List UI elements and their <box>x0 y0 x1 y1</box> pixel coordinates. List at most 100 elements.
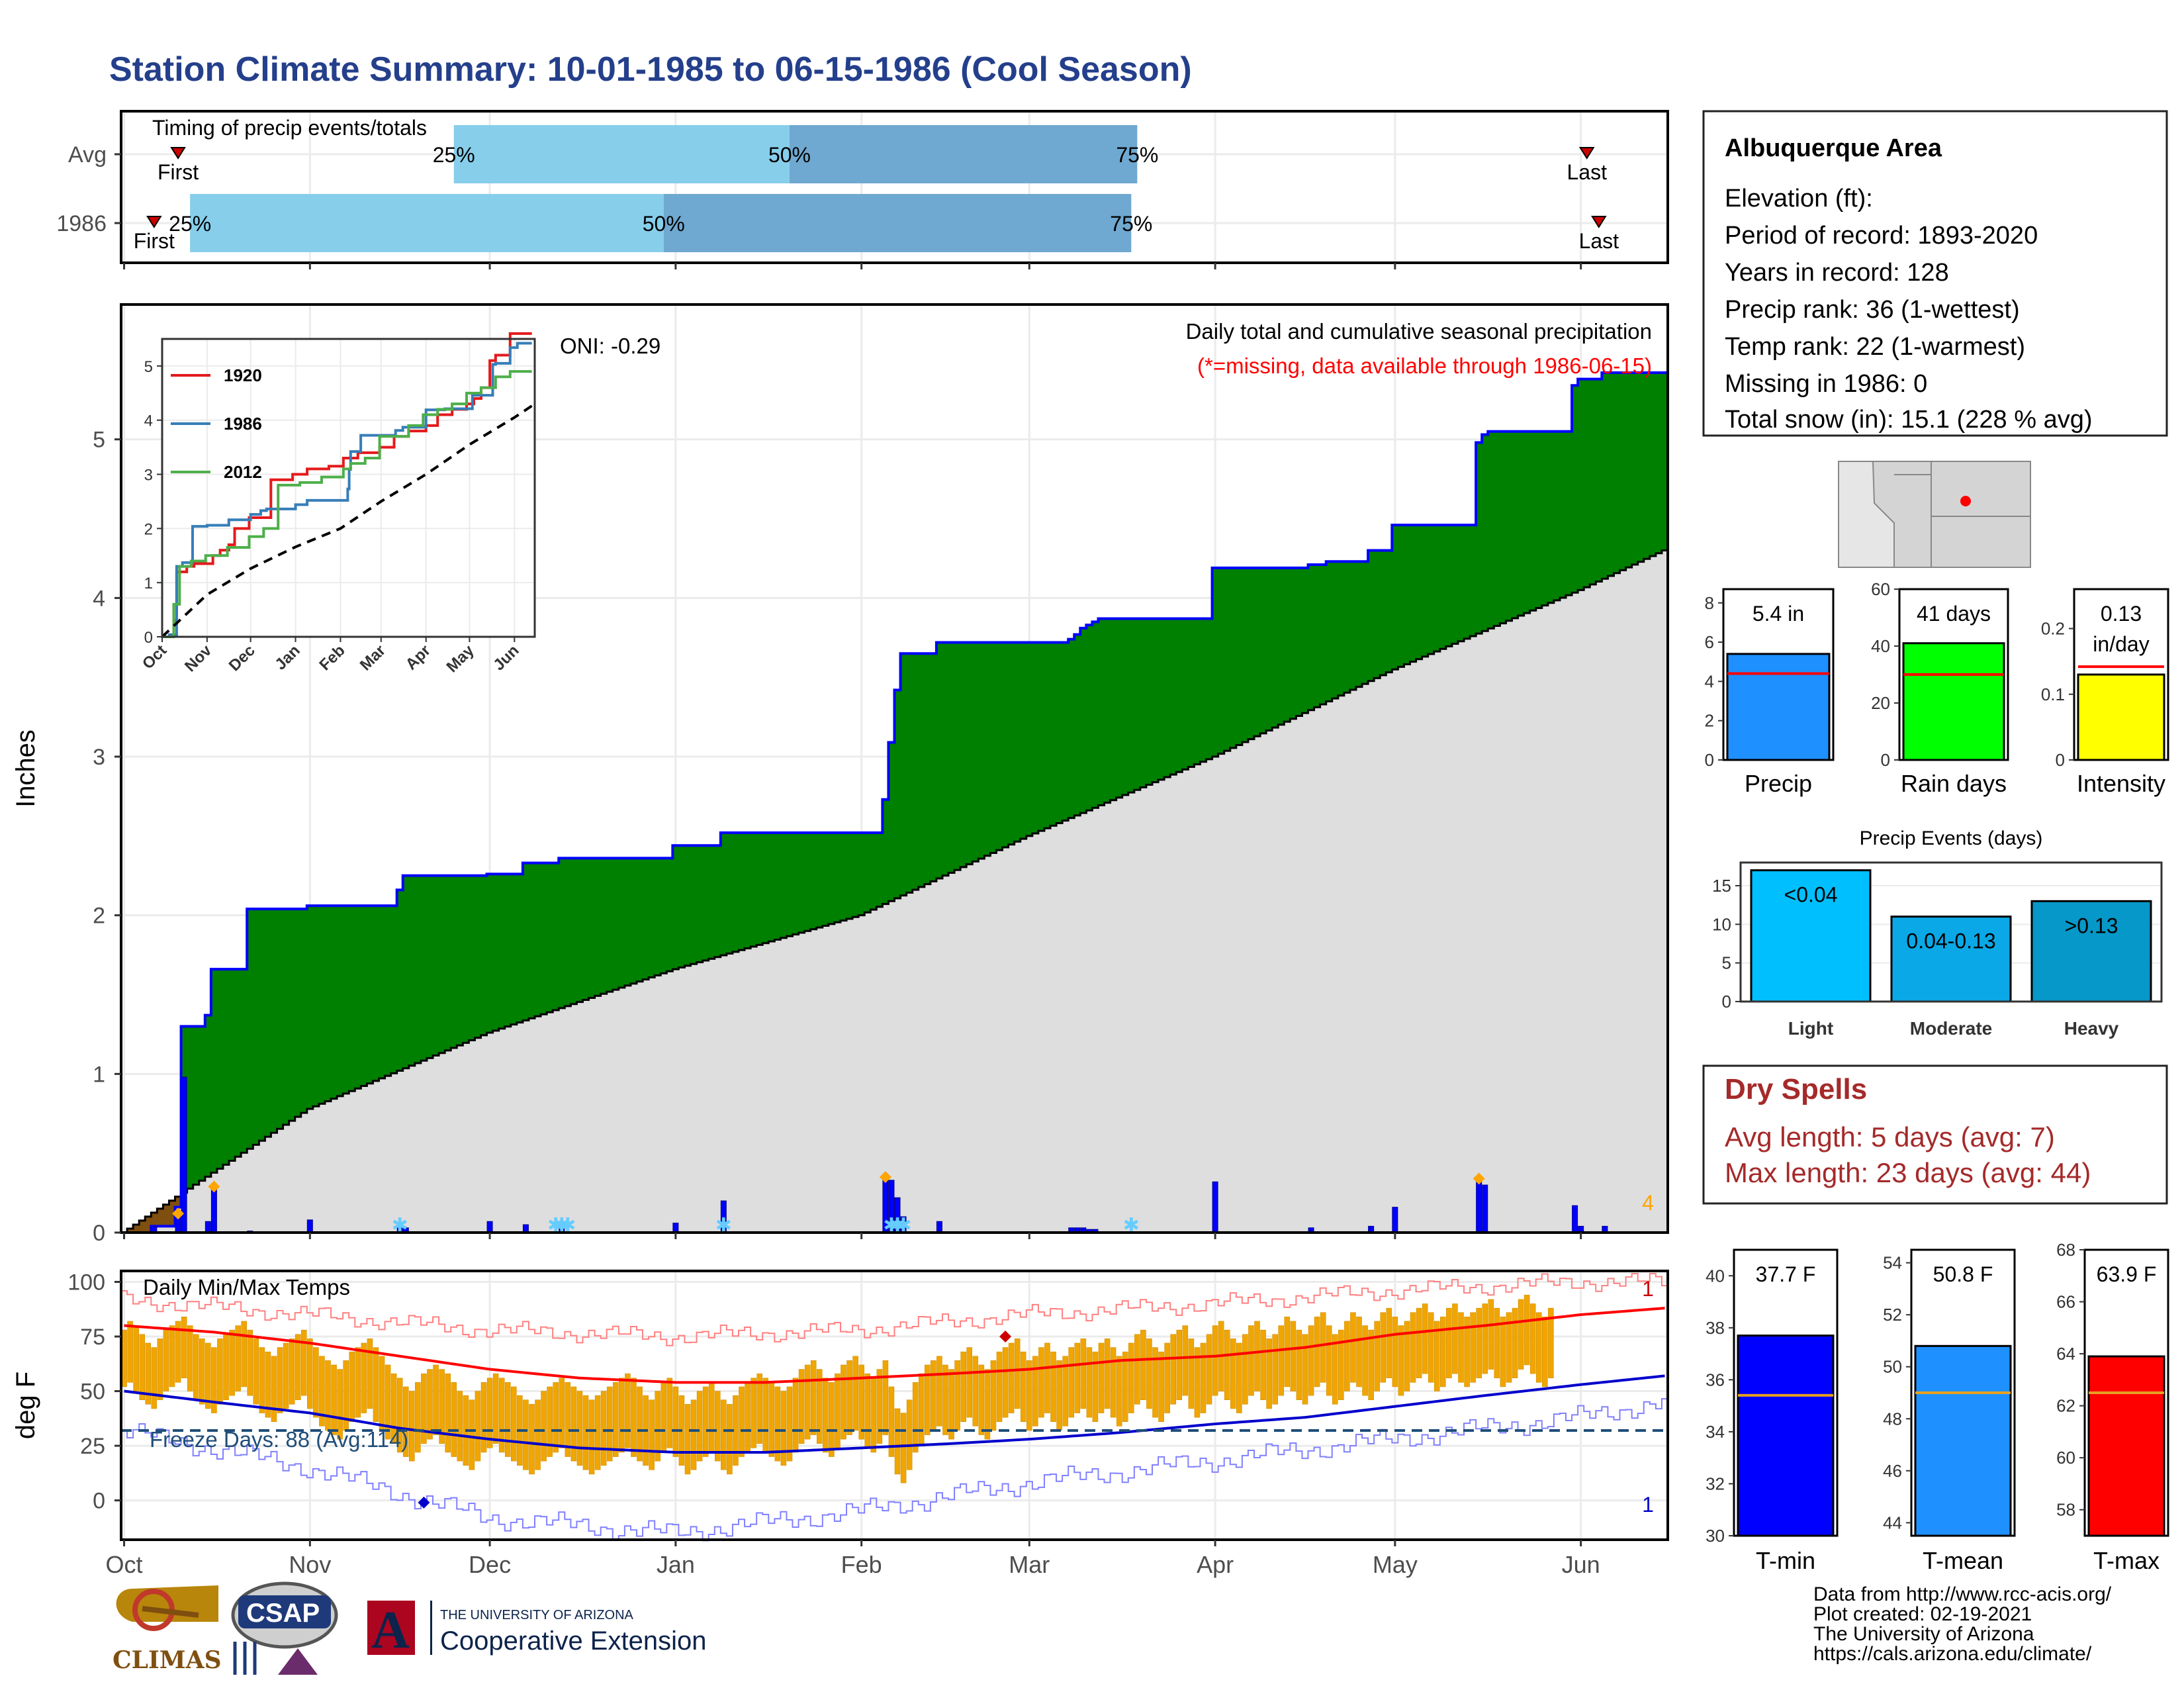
surplus-area <box>331 906 338 1099</box>
surplus-area <box>894 690 901 899</box>
daily-temp-bar <box>631 1378 637 1457</box>
daily-temp-bar <box>1212 1325 1218 1396</box>
daily-temp-bar <box>1368 1329 1374 1400</box>
surplus-area <box>426 875 433 1058</box>
daily-temp-bar <box>727 1404 733 1475</box>
surplus-area <box>1494 431 1500 626</box>
surplus-area <box>1439 525 1447 649</box>
daily-temp-bar <box>1464 1317 1470 1387</box>
surplus-area <box>1176 618 1183 773</box>
avg-cumulative-line <box>121 549 1668 1234</box>
surplus-area <box>1553 431 1561 600</box>
surplus-area <box>1302 567 1309 714</box>
main-plot-border <box>120 303 1669 1234</box>
surplus-area <box>1194 618 1201 765</box>
daily-temp-bar <box>133 1325 139 1391</box>
surplus-area <box>745 833 751 949</box>
surplus-area <box>1092 622 1099 808</box>
surplus-area <box>1134 618 1141 790</box>
surplus-area <box>199 1026 206 1181</box>
daily-temp-bar <box>565 1382 571 1457</box>
daily-temp-bar <box>1428 1312 1434 1383</box>
month-label: Jun <box>1562 1551 1600 1578</box>
daily-precip-bar <box>210 1186 217 1233</box>
daily-precip-bar <box>1392 1207 1398 1233</box>
daily-temp-bar <box>559 1378 565 1448</box>
surplus-area <box>1242 567 1249 743</box>
last-event-label: Last <box>1579 229 1619 253</box>
surplus-area <box>1398 525 1405 667</box>
surplus-area <box>1080 628 1087 814</box>
oni-label: ONI: -0.29 <box>560 334 660 358</box>
info-precip-rank: Precip rank: 36 (1-wettest) <box>1725 296 2020 324</box>
daily-temp-bar <box>1164 1342 1170 1413</box>
timing-title: Timing of precip events/totals <box>152 116 427 140</box>
surplus-area <box>1152 618 1159 782</box>
main-ytick-label: 5 <box>93 428 105 453</box>
small-panel-category-label: T-max <box>2093 1547 2160 1574</box>
record-low-count: 1 <box>1642 1493 1654 1517</box>
surplus-area <box>1643 373 1651 559</box>
small-panel-value-label: 63.9 F <box>2097 1262 2157 1286</box>
daily-temp-bar <box>181 1317 187 1378</box>
first-event-label: First <box>158 160 199 184</box>
surplus-area <box>1038 642 1045 831</box>
small-panel-ytick-label: 68 <box>2056 1240 2075 1260</box>
surplus-area <box>1338 561 1345 696</box>
daily-temp-bar <box>205 1342 211 1409</box>
surplus-area <box>1326 561 1333 702</box>
record-low-marker <box>418 1496 430 1509</box>
surplus-area <box>1002 642 1009 847</box>
inset-legend-label: 1986 <box>224 414 262 434</box>
surplus-area <box>457 875 463 1046</box>
daily-temp-bar <box>241 1321 247 1387</box>
inset-ytick-label: 5 <box>144 358 153 376</box>
timing-bar-q1 <box>190 194 664 252</box>
daily-temp-bar <box>900 1413 907 1483</box>
surplus-area <box>1380 550 1387 676</box>
surplus-area <box>1470 525 1477 636</box>
daily-temp-bar <box>127 1321 133 1383</box>
inset-series-line <box>162 332 532 638</box>
surplus-area <box>643 858 649 980</box>
small-panel-value-label: 37.7 F <box>1756 1262 1816 1286</box>
event-category-label: Heavy <box>2064 1018 2119 1039</box>
daily-temp-bar <box>1038 1347 1044 1418</box>
daily-temp-bar <box>1092 1351 1099 1423</box>
surplus-area <box>762 833 769 943</box>
surplus-area <box>1236 567 1243 745</box>
small-precip-panels: 0 2 4 6 8 5.4 in Precip 0 20 40 60 41 days Rain days… <box>1705 579 2169 797</box>
footer-line-3: The University of Arizona <box>1813 1623 2034 1645</box>
surplus-area <box>1619 373 1627 571</box>
daily-temp-bar <box>1014 1338 1021 1409</box>
daily-temp-bar <box>570 1386 577 1462</box>
daily-temp-bar <box>655 1391 660 1462</box>
small-panel-bar <box>1902 642 2005 761</box>
daily-temp-bar <box>1440 1317 1446 1387</box>
daily-temp-bar <box>283 1342 289 1409</box>
daily-temp-bar <box>1188 1338 1195 1409</box>
daily-temp-bar <box>588 1399 595 1475</box>
daily-temp-bar <box>1374 1321 1380 1391</box>
daily-temp-bar <box>486 1378 493 1448</box>
surplus-area <box>1578 379 1584 590</box>
last-event-marker <box>1591 216 1607 228</box>
surplus-area <box>768 833 775 942</box>
daily-temp-bar <box>1494 1307 1500 1378</box>
temp-ytick-label: 25 <box>80 1434 105 1459</box>
daily-temp-bar <box>402 1386 409 1457</box>
daily-temp-bar <box>1068 1347 1074 1418</box>
daily-temp-bar <box>1350 1312 1356 1383</box>
daily-temp-bar <box>331 1364 337 1435</box>
small-panel-value-label: 5.4 in <box>1752 602 1804 626</box>
surplus-area <box>870 833 877 910</box>
inset-avg-line <box>161 402 536 638</box>
surplus-area <box>1146 618 1153 785</box>
deficit-area <box>163 1204 170 1227</box>
surplus-area <box>277 909 284 1129</box>
daily-temp-bar <box>541 1391 547 1462</box>
timing-row-label: 1986 <box>56 211 107 236</box>
daily-temp-bar <box>864 1373 871 1448</box>
surplus-area <box>606 858 614 992</box>
surplus-area <box>978 642 985 859</box>
